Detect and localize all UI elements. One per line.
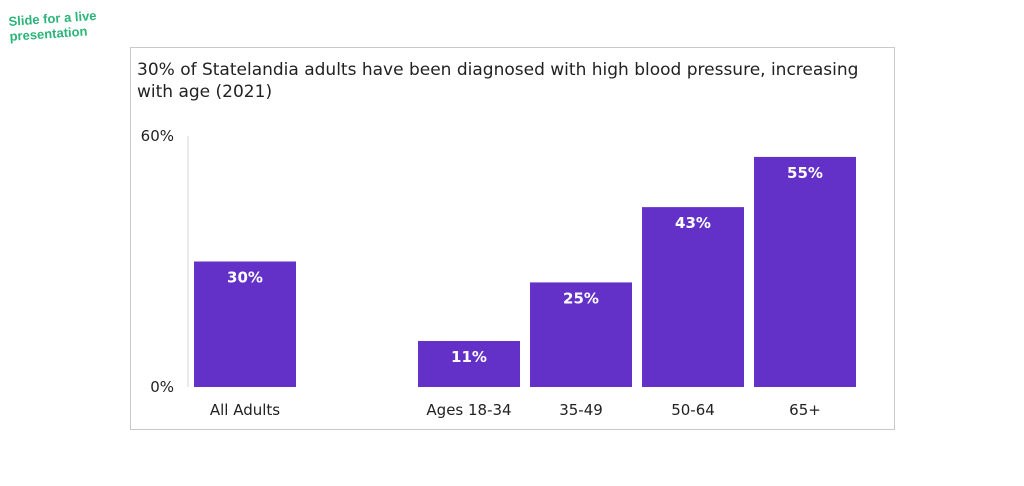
- x-category-label: 50-64: [671, 401, 715, 419]
- y-tick-label: 0%: [150, 378, 174, 396]
- bar: [754, 156, 856, 387]
- bar: [194, 261, 296, 387]
- x-category-label: Ages 18-34: [426, 401, 511, 419]
- bar-value-label: 43%: [675, 214, 711, 232]
- x-category-label: 65+: [789, 401, 821, 419]
- bar-value-label: 11%: [451, 348, 487, 366]
- bar-value-label: 30%: [227, 269, 263, 287]
- bar: [418, 340, 520, 387]
- bar: [530, 282, 632, 387]
- live-presentation-stamp: Slide for a live presentation: [8, 7, 97, 44]
- bar-chart: 0% 60% 30% All Adults 11% Ages 18-34 25% 35-49 4…: [141, 127, 856, 419]
- bar-value-label: 25%: [563, 289, 599, 307]
- x-category-label: All Adults: [210, 401, 280, 419]
- bar-value-label: 55%: [787, 164, 823, 182]
- y-tick-label: 60%: [141, 127, 174, 145]
- bar: [642, 207, 744, 387]
- chart-title: 30% of Statelandia adults have been diag…: [137, 60, 859, 102]
- x-category-label: 35-49: [559, 401, 603, 419]
- chart-slide: 30% of Statelandia adults have been diag…: [130, 47, 895, 430]
